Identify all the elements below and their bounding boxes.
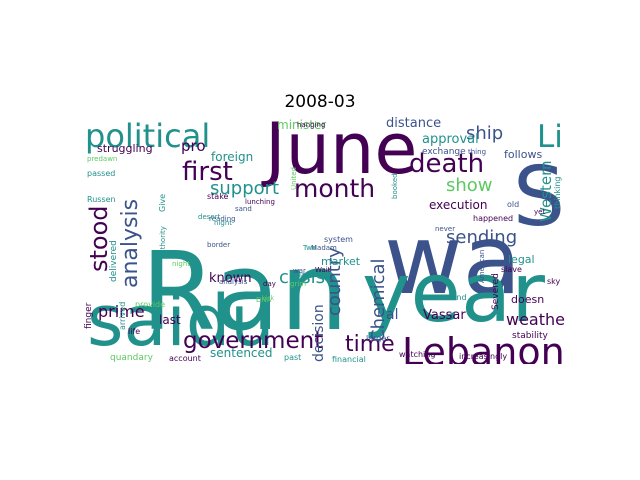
word-russen-56: Russen	[87, 195, 116, 204]
word-grim-89: grim	[290, 280, 306, 288]
word-stake-71: stake	[207, 192, 229, 201]
word-approval-30: approval	[422, 132, 479, 147]
word-increasingly-48: increasingly	[459, 352, 507, 361]
word-analysis-44: analysis	[219, 278, 248, 286]
word-account-52: account	[169, 354, 201, 363]
word-finger-60: finger	[84, 302, 94, 329]
word-old-67: old	[507, 200, 519, 209]
word-passed-57: passed	[87, 169, 115, 178]
word-support-15: support	[210, 178, 279, 199]
word-s-5: S	[513, 150, 565, 245]
word-madam-68: Madam	[311, 244, 337, 252]
word-give-78: Give	[158, 194, 167, 212]
word-first-11: first	[182, 157, 233, 187]
word-crisis-21: crisis	[279, 267, 325, 288]
word-execution-31: execution	[429, 198, 487, 212]
word-prime-25: prime	[98, 302, 145, 321]
word-two-93: Two	[302, 244, 316, 252]
word-doesn-38: doesn	[511, 293, 544, 306]
word-arrived-62: arrived	[118, 302, 127, 330]
word-distance-28: distance	[386, 117, 441, 131]
word-pro-34: pro	[181, 137, 206, 155]
word-lebanon-6: Lebanon	[402, 330, 565, 364]
word-exchange-45: exchange	[422, 147, 466, 157]
word-kick-92: kick	[262, 295, 274, 302]
word-desert-75: desert	[198, 213, 221, 221]
word-financial-51: financial	[332, 355, 366, 364]
word-system-70: system	[324, 235, 353, 244]
word-severed-66: Severed	[491, 273, 501, 310]
word-wa-1: wa	[384, 204, 521, 316]
chart-title: 2008-03	[284, 92, 356, 112]
word-dna-91: DNA	[256, 296, 272, 304]
word-past-54: past	[284, 353, 301, 362]
word-united-81: United	[290, 167, 298, 190]
word-known-26: known	[209, 271, 252, 286]
word-saidu-3: saidu	[87, 280, 275, 362]
word-second-65: second	[438, 293, 467, 302]
word-delivered-55: delivered	[109, 240, 119, 282]
word-follows-32: follows	[504, 148, 542, 161]
word-sky-64: sky	[547, 277, 561, 286]
word-legal-39: legal	[508, 253, 535, 266]
word-larger-50: larger	[366, 334, 390, 343]
word-western-24: Western	[537, 160, 555, 222]
word-stood-13: stood	[85, 205, 113, 272]
word-night-77: night	[172, 260, 190, 268]
word-ran-0: Ran	[141, 230, 348, 355]
word-struggling-43: struggling	[97, 142, 153, 155]
word-booked-82: booked	[391, 173, 399, 199]
word-slave-47: slave	[501, 265, 522, 274]
word-vassar-33: Vassar	[423, 308, 466, 323]
word-show-19: show	[446, 175, 493, 196]
word-happened-46: happened	[473, 214, 513, 223]
word-stability-40: stability	[512, 331, 548, 341]
word-predawn-58: predawn	[87, 155, 117, 163]
word-last-37: last	[159, 313, 181, 327]
word-june-4: June	[261, 117, 417, 190]
word-hanging-80: hanging	[297, 121, 325, 129]
word-month-9: month	[294, 174, 375, 203]
word-country-17: country	[324, 247, 345, 316]
word-yet-84: yet	[534, 208, 545, 216]
word-time-16: time	[345, 332, 395, 357]
word-provide-59: provide	[135, 300, 165, 309]
word-mavra-69: Mavra	[295, 271, 317, 279]
word-life-61: life	[128, 327, 140, 336]
word-authority-79: authority	[159, 226, 167, 258]
word-wait-88: Wait	[315, 266, 331, 274]
word-american-94: American	[478, 250, 486, 283]
word-government-14: government	[183, 328, 323, 354]
word-chemical-18: Chemical	[368, 258, 389, 342]
word-reading-73: reading	[209, 215, 236, 223]
word-political-7: political	[85, 117, 210, 155]
word-watching-49: watching	[399, 350, 435, 359]
word-quandary-53: quandary	[110, 353, 154, 363]
word-thing-85: thing	[468, 148, 486, 156]
word-foreign-41: foreign	[211, 150, 253, 164]
word-analysis-12: analysis	[118, 199, 143, 288]
word-lunching-72: lunching	[245, 198, 275, 206]
word-sentenced-36: sentenced	[210, 346, 273, 360]
word-war-87: war	[293, 267, 306, 275]
word-cloud: Ran wa year saidu June S Lebanon political death…	[79, 117, 565, 364]
word-decision-27: decision	[311, 304, 327, 362]
word-border-76: border	[207, 241, 230, 249]
word-weather-23: weather	[506, 310, 565, 329]
word-sending-22: sending	[446, 227, 517, 248]
word-never-83: never	[435, 225, 455, 233]
word-ship-20: ship	[466, 123, 503, 144]
word-night-86: night	[214, 219, 232, 227]
word-day-90: day	[263, 280, 276, 288]
word-minister-29: minister	[277, 118, 326, 132]
word-year-2: year	[362, 246, 545, 341]
word-sand-74: sand	[235, 205, 252, 213]
word-thinking-63: thinking	[553, 176, 562, 209]
word-death-8: death	[409, 149, 484, 179]
word-market-42: market	[321, 255, 361, 268]
word-li-10: Li	[537, 119, 563, 155]
word-al-35: al	[386, 307, 398, 323]
